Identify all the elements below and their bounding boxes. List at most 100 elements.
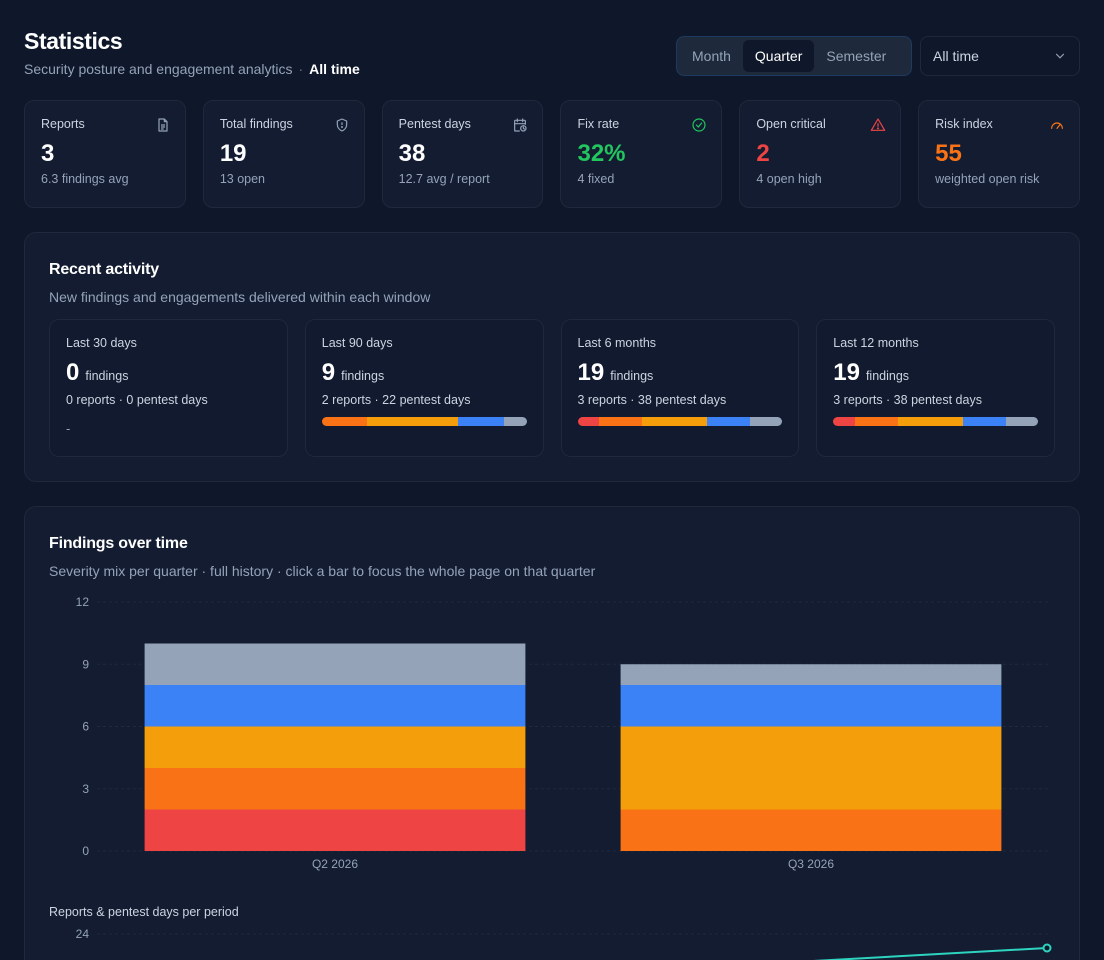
y-tick-label: 24: [76, 927, 90, 941]
severity-mix-segment: [749, 417, 783, 426]
kpi-value: 38: [398, 140, 426, 167]
activity-window: Last 90 days 9 findings 2 reports · 22 p…: [304, 319, 544, 457]
bar-group[interactable]: [144, 643, 526, 852]
kpi-row: Reports 3 6.3 findings avg Total finding…: [24, 100, 1080, 208]
period-month-button[interactable]: Month: [692, 48, 731, 64]
severity-mix-segment: [642, 417, 707, 426]
window-label: Last 90 days: [321, 336, 393, 350]
window-count: 19: [577, 359, 605, 386]
chevron-down-icon: [1055, 53, 1065, 59]
y-tick-label: 0: [82, 844, 89, 858]
window-empty: -: [66, 421, 71, 436]
window-sub: 2 reports · 22 pentest days: [321, 393, 471, 407]
severity-mix-bar: [577, 417, 783, 426]
window-unit: findings: [85, 369, 129, 383]
check-circle-icon: [692, 118, 706, 132]
window-sub: 3 reports · 38 pentest days: [577, 393, 727, 407]
y-tick-label: 9: [82, 657, 89, 671]
kpi-value: 3: [41, 140, 55, 167]
severity-mix-segment: [367, 417, 459, 426]
kpi-card-reports: Reports 3 6.3 findings avg: [24, 100, 186, 208]
kpi-label: Fix rate: [577, 117, 620, 131]
window-label: Last 6 months: [577, 336, 657, 350]
window-sub: 3 reports · 38 pentest days: [833, 393, 982, 407]
card-description: New findings and engagements delivered w…: [49, 289, 431, 305]
kpi-label: Pentest days: [398, 117, 471, 131]
severity-mix-segment: [962, 417, 1006, 426]
bar-segment[interactable]: [620, 809, 1002, 852]
activity-window: Last 30 days 0 findings 0 reports · 0 pe…: [49, 319, 288, 457]
severity-mix-segment: [1005, 417, 1038, 426]
window-count: 0: [66, 359, 80, 386]
document-icon: [158, 118, 168, 132]
bar-group[interactable]: [620, 664, 1002, 852]
window-label: Last 30 days: [66, 336, 137, 350]
kpi-label: Reports: [41, 117, 85, 131]
kpi-card-risk-index: Risk index 55 weighted open risk: [918, 100, 1080, 208]
kpi-card-pentest-days: Pentest days 38 12.7 avg / report: [381, 100, 544, 208]
kpi-sub: 12.7 avg / report: [398, 172, 490, 186]
activity-window: Last 6 months 19 findings 3 reports · 38…: [560, 319, 800, 457]
kpi-value: 32%: [577, 140, 626, 167]
bar-segment[interactable]: [144, 726, 526, 769]
period-semester-button[interactable]: Semester: [826, 48, 887, 64]
y-tick-label: 12: [76, 595, 90, 609]
card-description: Severity mix per quarter · full history …: [49, 563, 596, 579]
severity-mix-segment: [599, 417, 643, 426]
reports-line-chart: 24: [76, 927, 1052, 960]
y-tick-label: 6: [82, 720, 89, 734]
severity-mix-segment: [458, 417, 504, 426]
window-count: 19: [833, 359, 860, 386]
window-unit: findings: [865, 369, 910, 383]
period-quarter-button[interactable]: Quarter: [742, 40, 815, 72]
bar-segment[interactable]: [620, 685, 1002, 727]
severity-mix-segment: [321, 417, 368, 426]
kpi-value: 19: [219, 140, 247, 167]
severity-mix-segment: [854, 417, 898, 426]
warning-icon: [870, 118, 886, 131]
gauge-icon: [1051, 122, 1063, 129]
severity-mix-bar: [833, 417, 1038, 426]
bar-segment[interactable]: [144, 685, 526, 727]
window-label: Last 12 months: [833, 336, 919, 350]
kpi-label: Open critical: [756, 117, 826, 131]
period-toggle: Month Quarter Semester: [676, 36, 912, 76]
range-select[interactable]: All time: [920, 36, 1080, 76]
subtitle-text: Security posture and engagement analytic…: [24, 61, 293, 77]
bar-segment[interactable]: [144, 768, 526, 810]
severity-mix-segment: [833, 417, 855, 426]
kpi-sub: 6.3 findings avg: [41, 172, 129, 186]
findings-chart: 0 3 6 9 12 Q2 2026 Q3 2026: [76, 595, 1049, 871]
x-tick-label: Q2 2026: [312, 857, 358, 871]
activity-grid: Last 30 days 0 findings 0 reports · 0 pe…: [49, 319, 1055, 457]
kpi-sub: 4 open high: [756, 172, 822, 186]
subtitle-separator: ·: [298, 61, 304, 77]
page-header: Statistics Security posture and engageme…: [24, 28, 360, 77]
bar-segment[interactable]: [620, 664, 1002, 685]
severity-mix-bar: [321, 417, 527, 426]
kpi-sub: 13 open: [219, 172, 266, 186]
severity-mix-segment: [577, 417, 600, 426]
window-count: 9: [321, 359, 336, 386]
bar-segment[interactable]: [144, 643, 526, 686]
kpi-sub: 4 fixed: [577, 172, 615, 186]
page-subtitle: Security posture and engagement analytic…: [24, 61, 360, 77]
bar-segment[interactable]: [620, 726, 1002, 810]
bar-segment[interactable]: [144, 809, 526, 852]
card-title: Recent activity: [49, 261, 159, 278]
window-unit: findings: [341, 369, 385, 383]
kpi-card-open-critical: Open critical 2 4 open high: [739, 100, 902, 208]
x-tick-label: Q3 2026: [788, 857, 834, 871]
kpi-value: 55: [935, 140, 962, 167]
findings-over-time-card: Findings over time Severity mix per quar…: [24, 506, 1080, 960]
kpi-label: Risk index: [935, 117, 993, 131]
kpi-card-fix-rate: Fix rate 32% 4 fixed: [560, 100, 723, 208]
series-point: [1042, 943, 1052, 953]
y-tick-label: 3: [82, 782, 89, 796]
line-chart-title: Reports & pentest days per period: [49, 905, 239, 919]
severity-mix-segment: [503, 417, 527, 426]
kpi-card-total-findings: Total findings 19 13 open: [202, 100, 365, 208]
window-unit: findings: [610, 369, 654, 383]
kpi-sub: weighted open risk: [935, 172, 1040, 186]
page-title: Statistics: [24, 28, 123, 54]
